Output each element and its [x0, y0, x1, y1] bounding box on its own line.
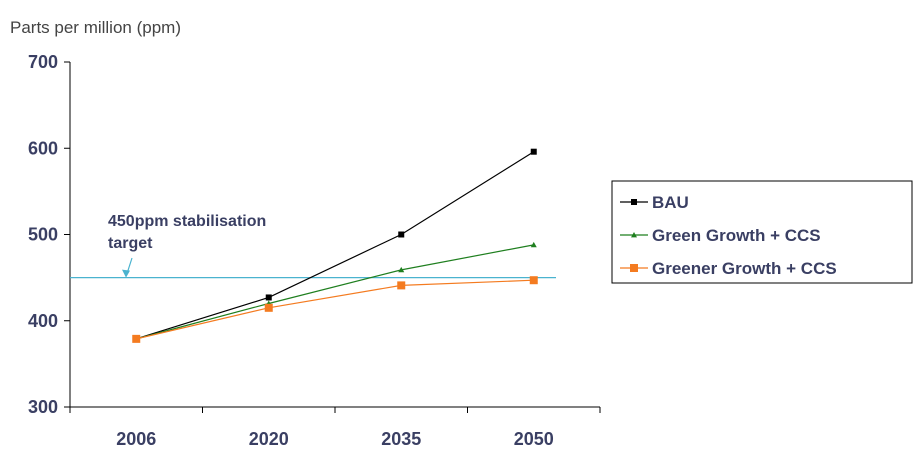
y-tick-label: 500 — [28, 225, 58, 245]
y-axis-title: Parts per million (ppm) — [10, 18, 181, 37]
series-group — [132, 148, 538, 343]
data-point — [631, 232, 637, 238]
legend-label: Green Growth + CCS — [652, 226, 821, 245]
x-tick-label: 2035 — [381, 429, 421, 449]
reference-arrow-head — [122, 269, 130, 278]
y-tick-label: 600 — [28, 138, 58, 158]
x-tick-label: 2020 — [249, 429, 289, 449]
reference-label-line2: target — [108, 235, 153, 252]
y-tick-label: 300 — [28, 397, 58, 417]
data-point — [398, 266, 405, 273]
data-point — [529, 276, 538, 285]
x-tick-label: 2050 — [514, 429, 554, 449]
axes: 300 400 500 600 700 2006 2020 2035 2050 — [28, 52, 601, 449]
data-point — [398, 231, 405, 238]
series-line — [136, 244, 534, 340]
series-line — [136, 151, 535, 340]
data-point — [265, 294, 272, 301]
reference-line-group: 450ppm stabilisation target — [70, 213, 556, 279]
legend: BAU Green Growth + CCS Greener Growth + CC… — [611, 180, 913, 284]
data-point — [397, 281, 406, 290]
series-line — [136, 279, 534, 340]
data-point — [530, 148, 537, 155]
data-point — [264, 303, 273, 312]
data-point — [530, 241, 537, 248]
reference-label-line1: 450ppm stabilisation — [108, 213, 266, 230]
legend-label: Greener Growth + CCS — [652, 259, 837, 278]
legend-label: BAU — [652, 193, 689, 212]
y-tick-label: 700 — [28, 52, 58, 72]
data-point — [630, 264, 638, 272]
data-point — [631, 199, 637, 205]
legend-box — [611, 180, 913, 284]
x-tick-label: 2006 — [116, 429, 156, 449]
data-point — [132, 334, 141, 343]
y-tick-label: 400 — [28, 311, 58, 331]
